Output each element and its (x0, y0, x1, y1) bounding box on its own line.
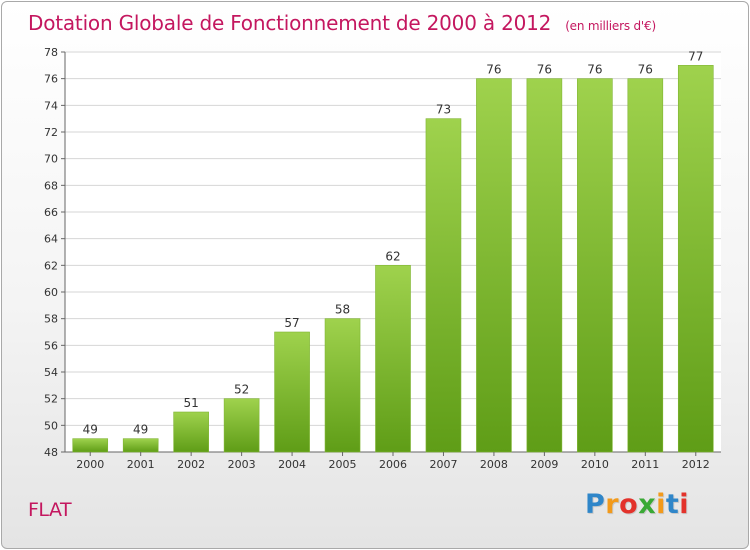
bar-value-label: 52 (234, 383, 249, 397)
logo-letter: r (605, 489, 620, 520)
bar-value-label: 51 (184, 396, 199, 410)
bar-value-label: 76 (587, 63, 602, 77)
x-tick-label: 2000 (76, 458, 104, 471)
logo-letter: i (656, 489, 666, 520)
bar-2009 (526, 78, 563, 453)
unit-note: (en milliers d'€) (565, 19, 656, 33)
bar-2010 (577, 78, 613, 453)
y-tick-label: 62 (44, 259, 58, 272)
bar-value-label: 58 (335, 303, 350, 317)
bar-2005 (324, 318, 361, 453)
x-tick-label: 2009 (530, 458, 558, 471)
logo-letter: i (679, 489, 690, 520)
x-tick-label: 2002 (177, 458, 205, 471)
bar-2007 (425, 118, 462, 453)
bar-value-label: 76 (537, 63, 552, 77)
y-tick-label: 72 (44, 126, 58, 139)
y-tick-label: 60 (44, 286, 58, 299)
bar-2003 (223, 398, 260, 453)
logo-letter: P (585, 489, 606, 520)
bar-value-label: 77 (688, 49, 703, 63)
bar-2011 (627, 78, 664, 453)
bar-value-label: 49 (83, 423, 98, 437)
bar-value-label: 76 (638, 63, 653, 77)
x-tick-label: 2008 (480, 458, 508, 471)
y-tick-label: 56 (44, 339, 58, 352)
y-tick-label: 76 (44, 73, 58, 86)
y-tick-label: 52 (44, 393, 58, 406)
x-tick-label: 2007 (429, 458, 457, 471)
x-tick-label: 2011 (631, 458, 659, 471)
bar-value-label: 57 (284, 316, 299, 330)
bar-2006 (375, 265, 411, 453)
y-tick-label: 64 (44, 233, 58, 246)
x-tick-label: 2012 (682, 458, 710, 471)
logo-letter: o (619, 489, 639, 520)
x-tick-label: 2004 (278, 458, 306, 471)
commune-name: FLAT (28, 499, 72, 521)
bar-2001 (122, 438, 159, 453)
chart-title: Dotation Globale de Fonctionnement de 20… (28, 11, 656, 35)
bar-2008 (476, 78, 512, 453)
y-tick-label: 74 (44, 99, 58, 112)
y-tick-label: 54 (44, 366, 58, 379)
y-tick-label: 50 (44, 419, 58, 432)
bar-value-label: 62 (385, 249, 400, 263)
y-tick-label: 68 (44, 179, 58, 192)
bar-2002 (173, 411, 209, 453)
bar-value-label: 73 (436, 103, 451, 117)
bar-2012 (677, 65, 714, 453)
y-tick-label: 48 (44, 446, 58, 459)
x-tick-label: 2010 (581, 458, 609, 471)
logo-letter: t (665, 489, 680, 520)
x-tick-label: 2003 (228, 458, 256, 471)
y-tick-label: 66 (44, 206, 58, 219)
y-tick-label: 70 (44, 153, 58, 166)
logo-letter: x (638, 489, 657, 520)
x-tick-label: 2005 (329, 458, 357, 471)
y-tick-label: 58 (44, 313, 58, 326)
x-tick-label: 2006 (379, 458, 407, 471)
bar-value-label: 76 (486, 63, 501, 77)
bar-2004 (274, 331, 310, 453)
bar-value-label: 49 (133, 423, 148, 437)
chart-title-text: Dotation Globale de Fonctionnement de 20… (28, 11, 552, 35)
y-tick-label: 78 (44, 46, 58, 59)
proxiti-logo: Proxiti (585, 489, 689, 520)
x-tick-label: 2001 (127, 458, 155, 471)
bar-2000 (72, 438, 109, 453)
